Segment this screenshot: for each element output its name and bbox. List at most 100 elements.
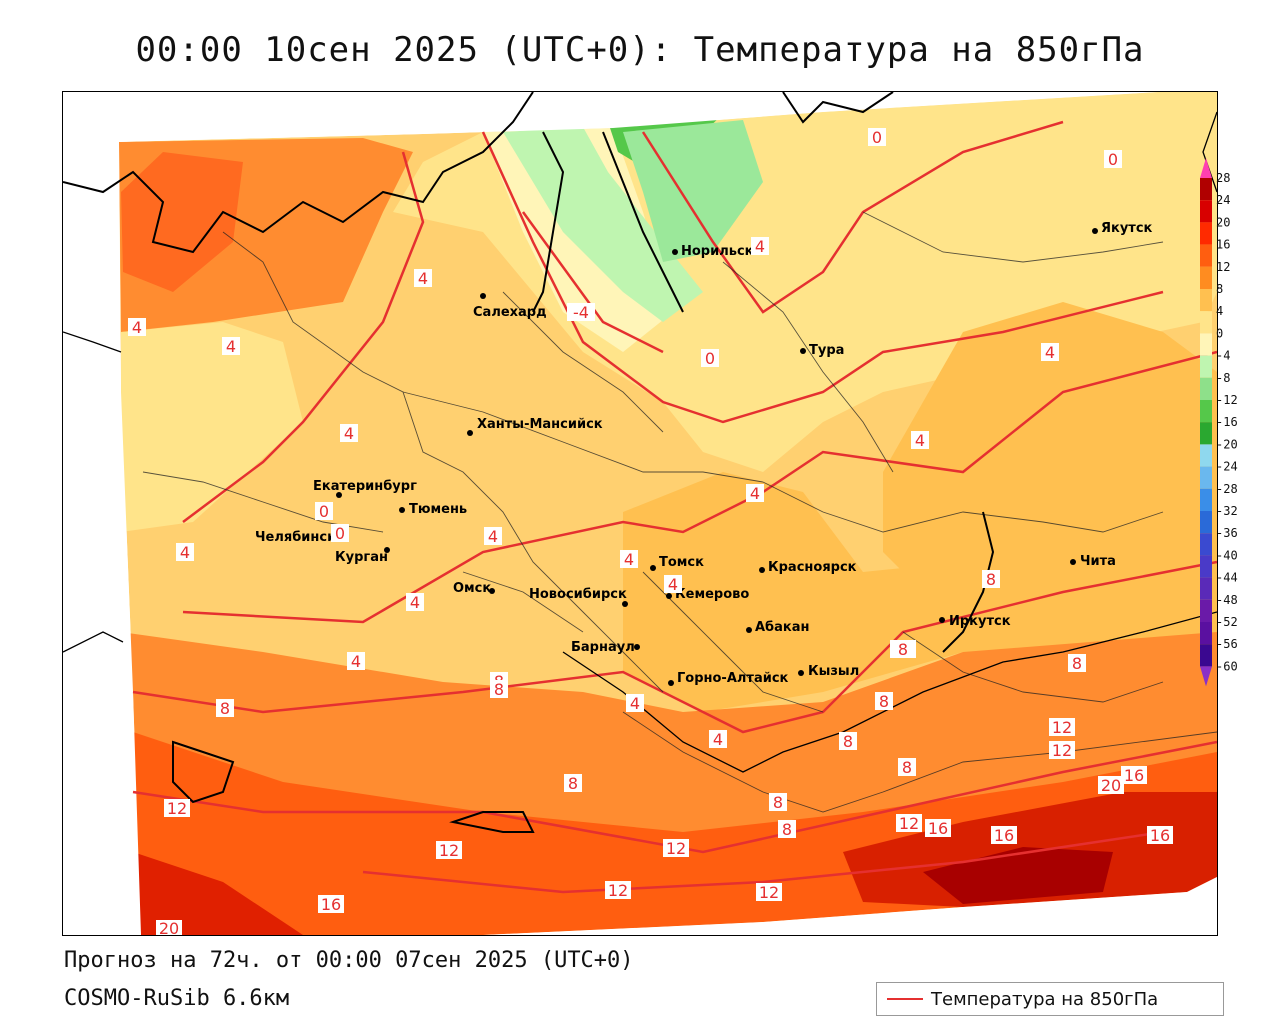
outside-domain-bottom [483,877,1217,935]
city-khanty-mansiysk[interactable]: Ханты-Мансийск [467,417,603,436]
svg-text:8: 8 [773,793,783,812]
svg-text:0: 0 [319,502,329,521]
svg-text:4: 4 [410,593,420,612]
city-tura[interactable]: Тура [800,343,844,358]
city-label: Салехард [473,305,547,320]
model-name: COSMO-RuSib 6.6км [64,986,290,1011]
city-omsk[interactable]: Омск [453,581,495,596]
contour-label: 4 [751,237,769,256]
colorbar-cell [1200,577,1212,600]
contour-labels: 0 0 4 -4 0 4 4 4 4 0 0 4 4 4 4 4 4 4 4 8… [128,128,1173,935]
legend-line-swatch [887,998,923,1000]
city-label: Курган [335,550,388,565]
colorbar-cell [1200,511,1212,534]
contour-label: 8 [875,692,893,711]
svg-text:8: 8 [220,699,230,718]
city-salekhard[interactable]: Салехард [473,293,547,320]
city-label: Челябинск [255,530,336,545]
colorbar-cell [1200,488,1212,511]
contour-label: 8 [1068,654,1086,673]
city-barnaul[interactable]: Барнаул [571,640,640,655]
contour-label: 4 [347,652,365,671]
city-krasnoyarsk[interactable]: Красноярск [759,560,857,575]
contour-label: 8 [839,732,857,751]
city-label: Барнаул [571,640,635,655]
city-kyzyl[interactable]: Кызыл [798,664,859,679]
svg-text:12: 12 [608,881,628,900]
colorbar: 28 24 20 16 12 8 4 0 -4 -8 -12 -16 -20 -24 -28 -32 -36 -4… [1200,158,1238,687]
city-label: Красноярск [768,560,857,575]
city-kurgan[interactable]: Курган [335,547,390,565]
svg-text:8: 8 [902,758,912,777]
city-chelyabinsk[interactable]: Челябинск [255,530,336,545]
contour-label: 4 [709,730,727,749]
colorbar-cells [1200,158,1212,687]
svg-text:4: 4 [713,730,723,749]
contour-label: 20 [1098,776,1124,795]
contour-label: 12 [663,839,689,858]
colorbar-tick-label: 16 [1216,238,1230,252]
contour-label: 4 [414,269,432,288]
city-label: Кызыл [808,664,859,679]
contour-label: 12 [436,841,462,860]
city-irkutsk[interactable]: Иркутск [939,614,1011,629]
city-tomsk[interactable]: Томск [650,555,704,571]
colorbar-cell [1200,355,1212,378]
contour-label: 0 [331,524,349,543]
svg-text:4: 4 [624,550,634,569]
city-tyumen[interactable]: Тюмень [399,502,467,517]
city-abakan[interactable]: Абакан [746,620,810,635]
svg-text:4: 4 [180,543,190,562]
contour-label: 4 [176,543,194,562]
contour-label: 4 [620,550,638,569]
contour-label: 12 [756,883,782,902]
svg-text:8: 8 [843,732,853,751]
city-gorno-altaysk[interactable]: Горно-Алтайск [668,671,789,686]
coastlines [63,92,995,833]
contour-label: 4 [1041,343,1059,362]
colorbar-tick-label: -56 [1216,637,1238,651]
city-yakutsk[interactable]: Якутск [1092,221,1153,236]
temperature-map: Норильск Якутск Салехард Тура Ханты-Манс… [63,92,1217,935]
city-label: Иркутск [949,614,1011,629]
svg-text:8: 8 [568,774,578,793]
svg-text:0: 0 [872,128,882,147]
colorbar-cell [1200,599,1212,622]
map-area[interactable]: Норильск Якутск Салехард Тура Ханты-Манс… [62,91,1218,936]
svg-text:4: 4 [418,269,428,288]
city-kemerovo[interactable]: Кемерово [666,587,749,602]
colorbar-tick-label: 24 [1216,193,1230,207]
colorbar-tick-label: -44 [1216,571,1238,585]
contour-label: 8 [564,774,582,793]
contour-label: 12 [896,814,922,833]
contour-label: 4 [746,484,764,503]
svg-text:4: 4 [132,318,142,337]
svg-text:4: 4 [1045,343,1055,362]
legend: Температура на 850гПа [876,982,1224,1016]
svg-text:4: 4 [755,237,765,256]
colorbar-cell [1200,333,1212,356]
city-label: Тюмень [409,502,467,517]
contour-label: 4 [222,337,240,356]
city-yekaterinburg[interactable]: Екатеринбург [313,479,417,498]
city-norilsk[interactable]: Норильск [672,244,754,259]
colorbar-tick-label: -12 [1216,393,1238,407]
city-novosibirsk[interactable]: Новосибирск [529,587,628,607]
colorbar-cell [1200,377,1212,400]
colorbar-tick-label: -60 [1216,659,1238,673]
contour-label: 16 [925,819,951,838]
colorbar-tick-label: -16 [1216,415,1238,429]
colorbar-cell [1200,533,1212,556]
cities: Норильск Якутск Салехард Тура Ханты-Манс… [255,221,1153,686]
svg-text:0: 0 [335,524,345,543]
contour-label: -4 [567,303,595,322]
colorbar-cell [1200,244,1212,267]
contour-label: 0 [315,502,333,521]
city-label: Якутск [1101,221,1153,236]
city-chita[interactable]: Чита [1070,554,1116,569]
contour-label: 12 [605,881,631,900]
city-label: Горно-Алтайск [677,671,789,686]
city-label: Тура [809,343,844,358]
temperature-fields [119,92,1217,935]
svg-text:8: 8 [879,692,889,711]
